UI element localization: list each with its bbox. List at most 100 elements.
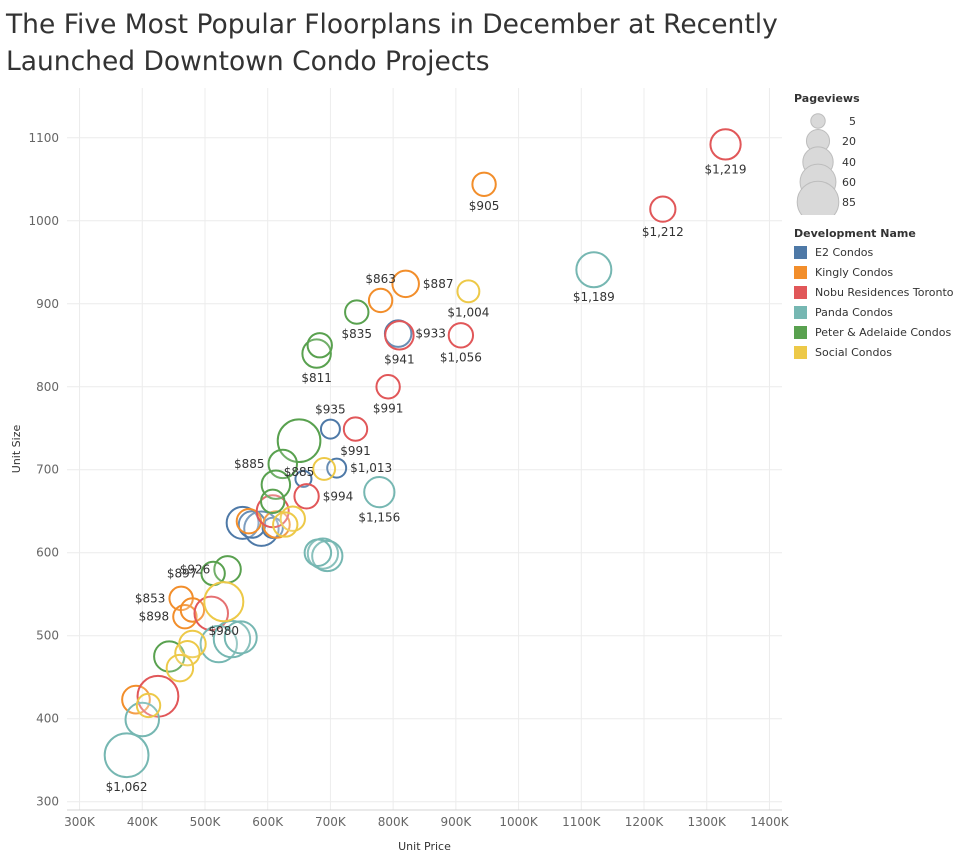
data-label: $1,004 [447,305,489,319]
data-label: $991 [373,401,404,415]
color-legend-item[interactable]: E2 Condos [794,242,962,262]
x-tick-label: 1200K [625,815,665,829]
data-point [375,374,401,400]
data-labels: $935 $933 $1,013 $905 $887 $863 $853 $898 $1,219… [106,163,747,795]
legend: Pageviews 5 20 40 60 85 Development Name E2 … [794,92,962,362]
color-legend-item[interactable]: Social Condos [794,342,962,362]
x-tick-label: 300K [64,815,96,829]
data-label: $905 [469,199,500,213]
data-point [456,279,481,304]
data-label: $933 [415,327,446,341]
size-legend-label: 40 [842,156,856,169]
size-legend-circle [796,180,840,215]
data-label: $811 [301,371,332,385]
data-label: $1,013 [350,461,392,475]
data-point [135,692,162,719]
data-point [709,128,742,161]
y-tick-label: 300 [36,795,59,809]
chart-title-line-1: The Five Most Popular Floorplans in Dece… [6,9,778,40]
data-point [223,620,258,655]
color-legend-label: Peter & Adelaide Condos [815,325,952,339]
data-label: $991 [340,444,371,458]
data-point [575,251,613,289]
data-point [649,195,677,223]
data-point [260,469,292,500]
data-point [301,338,332,369]
data-point [306,332,333,359]
color-legend-label: E2 Condos [815,245,874,259]
x-tick-label: 1300K [688,815,728,829]
y-tick-label: 900 [36,297,59,311]
data-label: $1,212 [642,225,684,239]
data-point [319,418,341,440]
data-label: $885 [284,465,315,479]
x-tick-label: 700K [315,815,347,829]
color-legend-label: Panda Condos [815,305,893,319]
data-point [471,171,497,197]
data-point [312,456,337,481]
x-tick-label: 1000K [499,815,539,829]
data-point [294,469,313,488]
x-tick-label: 500K [190,815,222,829]
data-label: $887 [423,277,454,291]
data-label: $885 [234,457,265,471]
y-tick-label: 1100 [28,131,59,145]
color-legend-swatch [794,245,807,259]
data-point [344,299,370,325]
size-legend-title: Pageviews [794,92,860,105]
y-tick-label: 1000 [28,214,59,228]
color-legend-item[interactable]: Panda Condos [794,302,962,322]
data-point [342,416,369,442]
data-point [363,476,396,509]
data-label: $853 [135,591,166,605]
data-point [203,581,245,623]
data-point [293,483,320,510]
data-points [103,128,742,779]
y-tick-label: 700 [36,463,59,477]
color-legend-swatch [794,285,807,299]
color-legend-item[interactable]: Peter & Adelaide Condos [794,322,962,342]
data-label: $935 [315,403,346,417]
data-point [103,732,150,779]
data-point [367,287,394,314]
chart-title-line-2: Launched Downtown Condo Projects [6,46,490,77]
grid [67,88,782,810]
data-label: $897 [167,566,198,580]
y-tick-label: 800 [36,380,59,394]
data-point [212,619,252,659]
data-point [165,653,195,683]
x-tick-label: 800K [378,815,410,829]
y-tick-label: 500 [36,629,59,643]
data-point [303,538,333,567]
data-label: $1,056 [440,350,482,364]
color-legend-title: Development Name [794,227,916,240]
data-label: $835 [341,327,372,341]
data-point [447,322,475,349]
y-tick-label: 400 [36,712,59,726]
data-point [121,684,151,715]
data-point [391,269,420,299]
data-point [272,511,299,538]
data-label: $1,062 [106,780,148,794]
size-legend-label: 5 [849,115,856,128]
x-tick-label: 1100K [562,815,602,829]
data-point [311,539,344,573]
color-legend-label: Social Condos [815,345,892,359]
x-tick-label: 900K [440,815,472,829]
x-axis-title: Unit Price [398,840,451,853]
data-label: $980 [209,624,240,638]
color-legend-item[interactable]: Nobu Residences Toronto [794,282,962,302]
x-tick-label: 400K [127,815,159,829]
color-legend-label: Kingly Condos [815,265,894,279]
data-point [384,320,415,351]
chart-title: The Five Most Popular Floorplans in Dece… [6,6,778,80]
y-tick-label: 600 [36,546,59,560]
color-legend-item[interactable]: Kingly Condos [794,262,962,282]
data-label: $1,189 [573,290,615,304]
y-axis-title: Unit Size [10,425,23,474]
data-point [174,639,201,667]
data-label: $1,219 [705,163,747,177]
color-legend: E2 Condos Kingly Condos Nobu Residences To… [794,242,962,362]
color-legend-swatch [794,325,807,339]
